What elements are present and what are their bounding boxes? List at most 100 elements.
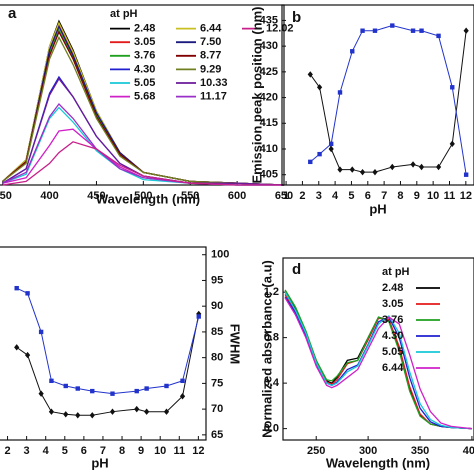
series-line xyxy=(284,291,472,430)
marker xyxy=(450,85,455,90)
legend-title: at pH xyxy=(110,8,138,20)
legend-label: 4.30 xyxy=(134,63,155,75)
marker xyxy=(317,151,322,157)
legend-label: 8.77 xyxy=(200,50,221,62)
x-tick-label: 7 xyxy=(100,445,106,457)
y-tick-label: 0.8 xyxy=(264,332,279,344)
y-tick-label: 425 xyxy=(260,66,278,78)
x-tick-label: 3 xyxy=(316,190,322,202)
marker xyxy=(449,140,455,148)
legend-label: 4.30 xyxy=(382,330,403,342)
x-tick-label: 8 xyxy=(397,190,403,202)
marker xyxy=(63,383,68,389)
y-axis-label: Emission peak position (nm) xyxy=(249,7,264,184)
marker xyxy=(38,390,44,397)
marker xyxy=(328,145,334,153)
y-tick-label: 75 xyxy=(211,377,223,389)
x-tick-label: 6 xyxy=(365,190,371,202)
x-tick-label: 10 xyxy=(427,190,439,202)
x-tick-label: 250 xyxy=(307,445,325,457)
marker xyxy=(436,33,441,39)
panel-label: d xyxy=(292,261,301,278)
x-tick-label: 300 xyxy=(359,445,377,457)
series-line xyxy=(284,294,472,430)
y-tick-label: 85 xyxy=(211,326,223,338)
marker xyxy=(349,166,355,173)
marker xyxy=(337,166,343,173)
legend-label: 9.29 xyxy=(200,63,221,75)
series-line xyxy=(284,291,472,430)
marker xyxy=(75,412,81,419)
marker xyxy=(75,386,80,391)
x-axis-label: pH xyxy=(369,201,386,216)
marker xyxy=(110,391,115,396)
marker xyxy=(360,28,365,33)
marker xyxy=(49,378,54,384)
y-axis-label: Normalized absorbance (a.u) xyxy=(259,260,274,438)
marker xyxy=(109,408,116,415)
x-tick-label: 8 xyxy=(119,445,125,457)
panel-label: b xyxy=(292,9,301,26)
x-tick-label: 600 xyxy=(228,190,246,202)
y-axis-label: FWHM xyxy=(228,324,243,364)
x-tick-label: 9 xyxy=(414,190,420,202)
marker xyxy=(164,383,169,389)
legend-label: 3.76 xyxy=(134,50,155,62)
legend-label: 6.44 xyxy=(382,362,404,374)
y-tick-label: 435 xyxy=(260,14,278,26)
marker xyxy=(63,411,69,418)
x-tick-label: 450 xyxy=(87,190,105,202)
y-tick-label: 100 xyxy=(211,249,229,261)
legend-label: 3.05 xyxy=(382,298,403,310)
marker xyxy=(372,28,378,33)
x-tick-label: 5 xyxy=(62,445,68,457)
legend-label: 12.02 xyxy=(266,23,294,35)
y-tick-label: 420 xyxy=(260,91,278,103)
marker xyxy=(359,168,366,176)
y-tick-label: 405 xyxy=(260,169,278,181)
x-axis-label: pH xyxy=(91,455,108,470)
marker xyxy=(410,161,416,168)
legend-title: at pH xyxy=(382,266,410,278)
x-axis-label: Wavelength (nm) xyxy=(326,455,430,470)
panel-label: a xyxy=(8,5,17,22)
marker xyxy=(90,388,95,394)
marker xyxy=(350,49,355,54)
marker xyxy=(419,28,424,33)
legend-label: 5.05 xyxy=(134,77,155,89)
marker xyxy=(14,285,19,291)
series-line xyxy=(2,106,284,186)
marker xyxy=(144,408,150,415)
marker xyxy=(435,163,442,171)
x-tick-label: 2 xyxy=(4,445,10,457)
series-line xyxy=(284,297,472,430)
x-tick-label: 10 xyxy=(154,445,166,457)
y-tick-label: 90 xyxy=(211,300,223,312)
axes-frame xyxy=(282,257,474,441)
series-line xyxy=(2,141,284,186)
legend-label: 10.33 xyxy=(200,77,228,89)
x-tick-label: 6 xyxy=(81,445,87,457)
x-tick-label: 650 xyxy=(275,190,293,202)
legend-label: 6.44 xyxy=(200,23,222,35)
x-tick-label: 4 xyxy=(43,445,50,457)
y-tick-label: 410 xyxy=(260,143,278,155)
axes-frame xyxy=(0,4,285,186)
axes-frame xyxy=(0,246,207,441)
x-tick-label: 3 xyxy=(24,445,30,457)
x-tick-label: 1 xyxy=(283,190,289,202)
legend-label: 3.76 xyxy=(382,314,403,326)
marker xyxy=(144,386,149,391)
legend-label: 5.68 xyxy=(134,91,155,103)
y-tick-label: 1.2 xyxy=(264,286,279,298)
marker xyxy=(418,163,425,171)
axes-frame xyxy=(281,4,474,186)
legend-label: 11.17 xyxy=(200,91,227,103)
marker xyxy=(134,388,139,394)
marker xyxy=(307,71,313,78)
y-tick-label: 95 xyxy=(211,274,223,286)
marker xyxy=(308,159,313,165)
x-axis-label: Wavelength (nm) xyxy=(96,191,200,206)
legend-label: 7.50 xyxy=(200,36,221,48)
marker xyxy=(14,344,20,351)
